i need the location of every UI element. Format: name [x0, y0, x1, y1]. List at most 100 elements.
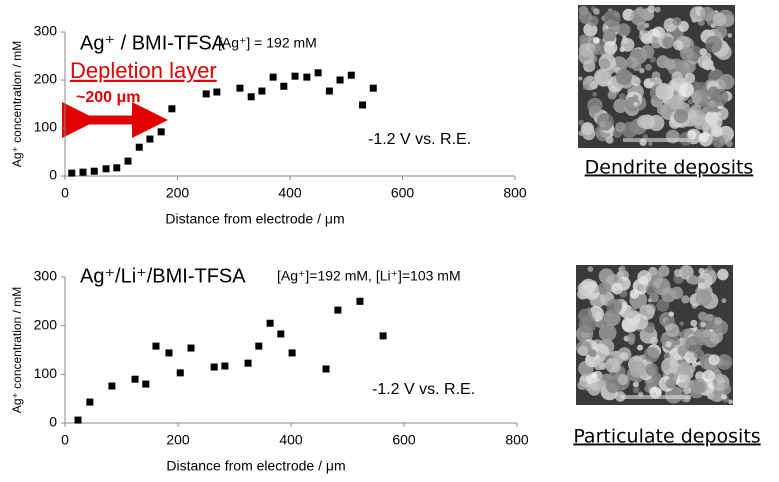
annotation-arrow-label: ~200 μm: [76, 89, 141, 106]
sem-grain: [626, 309, 636, 319]
sem-grain: [693, 326, 698, 331]
data-point: [291, 72, 299, 80]
sem-grain: [680, 46, 694, 61]
data-point: [74, 416, 82, 424]
sem-grain: [688, 274, 699, 286]
data-point: [379, 332, 387, 340]
data-point: [176, 369, 184, 377]
y-tick-label: 0: [49, 414, 57, 430]
sem-grain: [685, 335, 702, 353]
x-tick-label: 800: [503, 185, 527, 201]
sem-grain: [632, 49, 641, 57]
sem-grain: [647, 298, 653, 303]
data-point: [247, 93, 255, 101]
sem-grain: [636, 344, 644, 351]
sem-grain: [677, 387, 684, 394]
sem-grain: [599, 58, 611, 70]
sem-grain: [705, 313, 714, 322]
data-point: [102, 165, 110, 173]
sem-grain: [592, 36, 600, 44]
sem-grain: [656, 104, 668, 116]
data-point: [269, 73, 277, 81]
sem-grain: [702, 369, 715, 383]
sem-grain: [629, 360, 646, 378]
data-point: [202, 90, 210, 98]
sem-grain: [718, 73, 735, 90]
sem-grain: [715, 382, 725, 392]
sem-grain: [649, 56, 656, 63]
sem-grain: [588, 349, 597, 358]
sem-grain: [684, 72, 696, 84]
image-caption: Particulate deposits: [573, 426, 760, 448]
data-point: [131, 375, 139, 383]
sem-grain: [583, 59, 596, 73]
sem-scalebar: [621, 395, 691, 399]
sem-grain: [662, 36, 675, 49]
data-point: [258, 87, 266, 95]
sem-grain: [607, 90, 617, 100]
chart-title: Ag⁺/Li⁺/BMI-TFSA: [80, 265, 246, 287]
sem-grain: [705, 35, 723, 53]
sem-grain: [630, 75, 638, 83]
sem-grain: [692, 114, 708, 130]
sem-grain: [614, 11, 620, 18]
data-point: [79, 168, 87, 176]
data-point: [369, 84, 377, 92]
sem-grain: [577, 345, 588, 356]
sem-grain: [602, 28, 616, 43]
sem-grain: [655, 82, 673, 101]
sem-grain: [620, 351, 629, 360]
data-point: [157, 128, 165, 136]
sem-grain: [578, 119, 584, 126]
sem-grain: [668, 311, 675, 317]
sem-grain: [630, 305, 637, 312]
y-tick-label: 300: [34, 23, 58, 39]
y-tick-label: 300: [34, 268, 58, 284]
data-point: [135, 143, 143, 151]
sem-grain: [700, 321, 706, 328]
sem-grain: [658, 265, 670, 277]
sem-grain: [591, 371, 598, 378]
data-point: [146, 135, 154, 143]
sem-grain: [672, 17, 682, 27]
x-tick-label: 600: [392, 432, 416, 448]
sem-grain: [632, 381, 639, 388]
x-tick-label: 400: [278, 185, 302, 201]
sem-grain: [577, 380, 588, 391]
sem-grain: [664, 58, 676, 71]
sem-grain: [634, 375, 642, 383]
y-axis-label: Ag⁺ concentration / mM: [10, 287, 24, 413]
sem-grain: [700, 6, 715, 22]
data-point: [255, 342, 263, 350]
sem-grain: [721, 298, 727, 304]
sem-grain: [625, 56, 639, 69]
data-point: [210, 363, 218, 371]
sem-grain: [582, 84, 588, 90]
sem-grain: [687, 130, 697, 140]
sem-grain: [712, 12, 727, 27]
image-caption: Dendrite deposits: [585, 157, 754, 179]
sem-grain: [728, 399, 733, 405]
chart-subtitle: [Ag⁺] = 192 mM: [218, 35, 317, 51]
sem-grain: [707, 392, 715, 400]
sem-grain: [668, 372, 675, 379]
sem-grain: [615, 121, 626, 133]
sem-grain: [603, 40, 618, 55]
x-tick-label: 600: [391, 185, 415, 201]
sem-grain: [591, 343, 610, 362]
sem-grain: [701, 52, 712, 62]
sem-grain: [593, 8, 600, 15]
sem-grain: [721, 393, 728, 400]
sem-grain: [707, 86, 720, 99]
x-tick-label: 0: [61, 185, 69, 201]
sem-grain: [683, 62, 690, 69]
sem-grain: [633, 101, 639, 107]
sem-grain: [641, 32, 653, 45]
data-point: [187, 344, 195, 352]
sem-grain: [639, 275, 649, 285]
data-point: [277, 330, 285, 338]
sem-grain: [710, 66, 716, 71]
data-point: [213, 88, 221, 96]
data-point: [325, 87, 333, 95]
data-point: [266, 319, 274, 327]
